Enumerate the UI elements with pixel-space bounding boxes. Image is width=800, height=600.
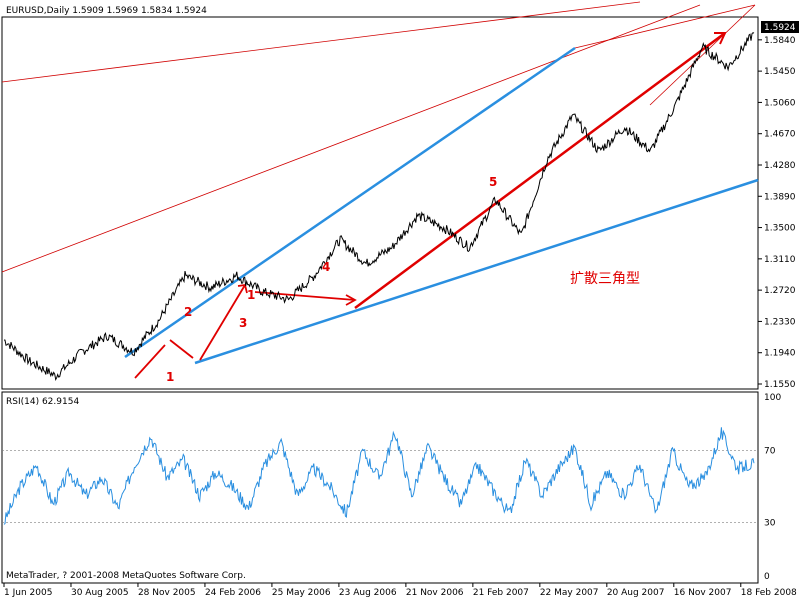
rsi-axis: 100 70 30 0 [764,393,781,582]
price-tick-label: 1.5450 [764,67,796,77]
date-axis: 1 Jun 2005 30 Aug 2005 28 Nov 2005 24 Feb 2… [3,583,797,598]
thin-rising-line [649,4,756,106]
price-tick-label: 1.2330 [764,317,796,327]
date-tick-label: 21 Nov 2006 [406,588,464,598]
date-tick-label: 21 Feb 2007 [473,588,529,598]
price-badge-box [761,21,799,33]
wave-3-line [199,284,246,361]
rsi-header: RSI(14) 62.9154 [6,397,79,407]
wave-label-4: 4 [322,260,330,274]
price-tick-label: 1.4670 [764,130,796,140]
date-tick-label: 30 Aug 2005 [71,588,129,598]
price-tick-label: 1.1550 [764,380,796,390]
rsi-tick-label: 0 [764,572,770,582]
rsi-line [3,427,755,525]
pattern-label: 扩散三角型 [570,271,640,287]
price-tick-label: 1.3500 [764,224,796,234]
wave-5-trend-line [354,31,726,310]
date-tick-label: 24 Feb 2006 [205,588,261,598]
arrow-head-4 [345,294,357,306]
wave-2-line [169,339,194,359]
wave-label-2: 2 [184,305,192,319]
wave-label-3: 3 [239,316,247,330]
price-tick-label: 1.5840 [764,36,796,46]
price-tick-label: 1.2720 [764,286,796,296]
price-tick-label: 1.4280 [764,161,796,171]
price-tick-label: 1.3890 [764,192,796,202]
outer-channel-line-1 [1,1,641,83]
date-tick-label: 22 May 2007 [540,588,599,598]
main-grid [758,39,762,385]
date-tick-label: 16 Nov 2007 [674,588,732,598]
rsi-series [3,427,755,525]
outer-channel-line-2 [1,4,701,273]
drawn-lines [1,1,759,379]
price-tick-label: 1.3110 [764,255,796,265]
rsi-tick-label: 70 [764,447,776,457]
price-tick-label: 1.1940 [764,349,796,359]
date-tick-label: 18 Feb 2008 [741,588,797,598]
wave-label-5: 5 [489,175,497,189]
arrow-head-3 [237,283,248,294]
date-tick-label: 1 Jun 2005 [4,588,52,598]
wave-label-1b: 1 [247,288,255,302]
rsi-tick-label: 100 [764,393,781,403]
date-tick-label: 25 May 2006 [272,588,331,598]
rsi-tick-label: 30 [764,518,776,528]
price-series [3,32,755,381]
rsi-panel-frame [1,391,759,584]
upper-channel-line [574,4,756,49]
arrow-head-5 [714,32,727,45]
main-panel-frame [1,16,759,390]
wave-label-1: 1 [166,370,174,384]
upper-expansion-line [124,46,576,359]
price-tick-label: 1.5060 [764,98,796,108]
date-tick-label: 28 Nov 2005 [138,588,196,598]
price-axis: 1.5840 1.5450 1.5060 1.4670 1.4280 1.3890 1.35… [764,36,796,390]
wave-1-line [134,344,166,379]
price-badge: 1.5924 [764,23,796,33]
main-header: EURUSD,Daily 1.5909 1.5969 1.5834 1.5924 [6,6,207,16]
date-tick-label: 20 Aug 2007 [607,588,665,598]
copyright: MetaTrader, ? 2001-2008 MetaQuotes Softw… [6,571,246,581]
lower-support-line [194,178,759,365]
price-line [3,32,755,381]
date-tick-label: 23 Aug 2006 [339,588,397,598]
